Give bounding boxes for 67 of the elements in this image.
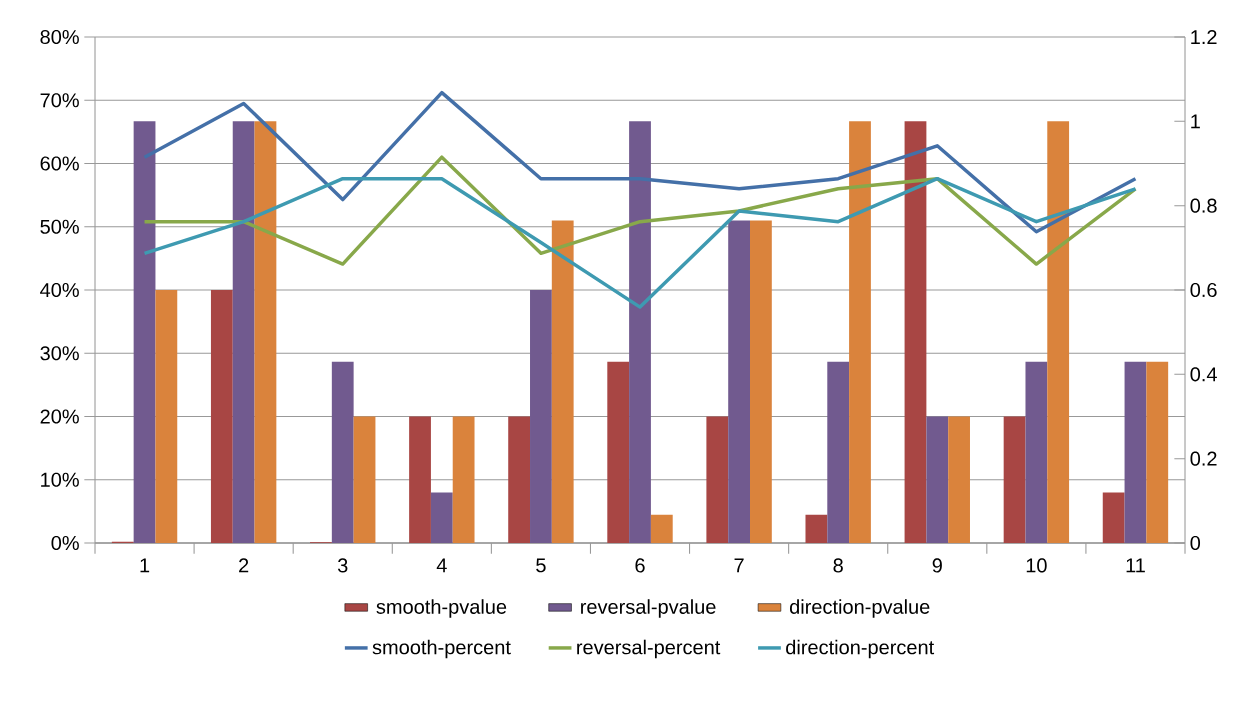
bar bbox=[904, 121, 927, 543]
legend-label: reversal-percent bbox=[577, 639, 721, 659]
y-tick-label: 30% bbox=[40, 346, 79, 361]
bar bbox=[331, 361, 354, 543]
bar bbox=[926, 416, 949, 543]
x-tick-label: 8 bbox=[833, 558, 843, 573]
y-tick-label: 70% bbox=[40, 93, 79, 108]
bar bbox=[1124, 361, 1147, 543]
bar bbox=[805, 514, 828, 543]
bar bbox=[750, 220, 772, 543]
bar bbox=[155, 290, 178, 543]
bar bbox=[706, 416, 729, 543]
bar bbox=[1025, 361, 1048, 543]
x-tick-label: 9 bbox=[932, 558, 942, 573]
bar bbox=[1003, 416, 1026, 543]
bar bbox=[409, 416, 431, 543]
y-tick-label: 10% bbox=[41, 472, 79, 487]
x-tick-label: 3 bbox=[337, 558, 348, 573]
legend-label: direction-percent bbox=[786, 639, 935, 659]
line-series bbox=[142, 155, 1138, 266]
bar bbox=[629, 121, 651, 543]
legend-label: reversal-pvalue bbox=[581, 599, 716, 618]
bar bbox=[1047, 121, 1070, 543]
y-tick-label: 80% bbox=[40, 29, 79, 45]
bar bbox=[551, 220, 574, 543]
bar bbox=[210, 290, 233, 543]
y-tick-label: 60% bbox=[40, 156, 79, 171]
bar bbox=[728, 220, 750, 543]
y-tick-label: 20% bbox=[40, 409, 79, 424]
line-series bbox=[142, 176, 1138, 309]
bar bbox=[607, 361, 630, 543]
bar bbox=[254, 121, 277, 543]
x-tick-label: 2 bbox=[239, 558, 249, 573]
x-tick-label: 11 bbox=[1126, 558, 1145, 573]
y2-tick-label: 1 bbox=[1191, 114, 1200, 129]
y2-tick-label: 1.2 bbox=[1191, 30, 1217, 44]
bar bbox=[232, 121, 255, 543]
y2-tick-label: 0.4 bbox=[1190, 367, 1217, 382]
bar bbox=[452, 416, 475, 543]
line-series bbox=[142, 90, 1138, 234]
x-tick-label: 6 bbox=[635, 558, 645, 573]
bar bbox=[530, 290, 552, 543]
bar bbox=[948, 416, 970, 543]
y-tick-label: 50% bbox=[40, 219, 79, 234]
bar bbox=[1146, 361, 1169, 543]
bar bbox=[430, 492, 453, 543]
bar bbox=[1102, 492, 1125, 543]
legend-label: smooth-percent bbox=[372, 639, 511, 659]
bar bbox=[849, 121, 871, 543]
x-tick-label: 5 bbox=[536, 558, 546, 573]
y2-tick-label: 0.8 bbox=[1190, 198, 1217, 213]
y-tick-label: 40% bbox=[40, 282, 79, 298]
legend-label: direction-pvalue bbox=[789, 599, 930, 618]
y2-tick-label: 0.2 bbox=[1190, 451, 1217, 466]
bar bbox=[133, 121, 156, 543]
bar bbox=[650, 514, 673, 543]
bar bbox=[508, 416, 531, 543]
y2-tick-label: 0 bbox=[1190, 535, 1201, 551]
x-tick-label: 4 bbox=[436, 558, 447, 573]
y-tick-label: 0% bbox=[51, 535, 79, 551]
bar bbox=[827, 361, 850, 543]
x-tick-label: 1 bbox=[140, 558, 150, 573]
bar bbox=[353, 416, 376, 543]
y2-tick-label: 0.6 bbox=[1190, 282, 1217, 298]
x-tick-label: 7 bbox=[734, 558, 744, 573]
legend-label: smooth-pvalue bbox=[376, 599, 507, 618]
x-tick-label: 10 bbox=[1026, 558, 1047, 573]
